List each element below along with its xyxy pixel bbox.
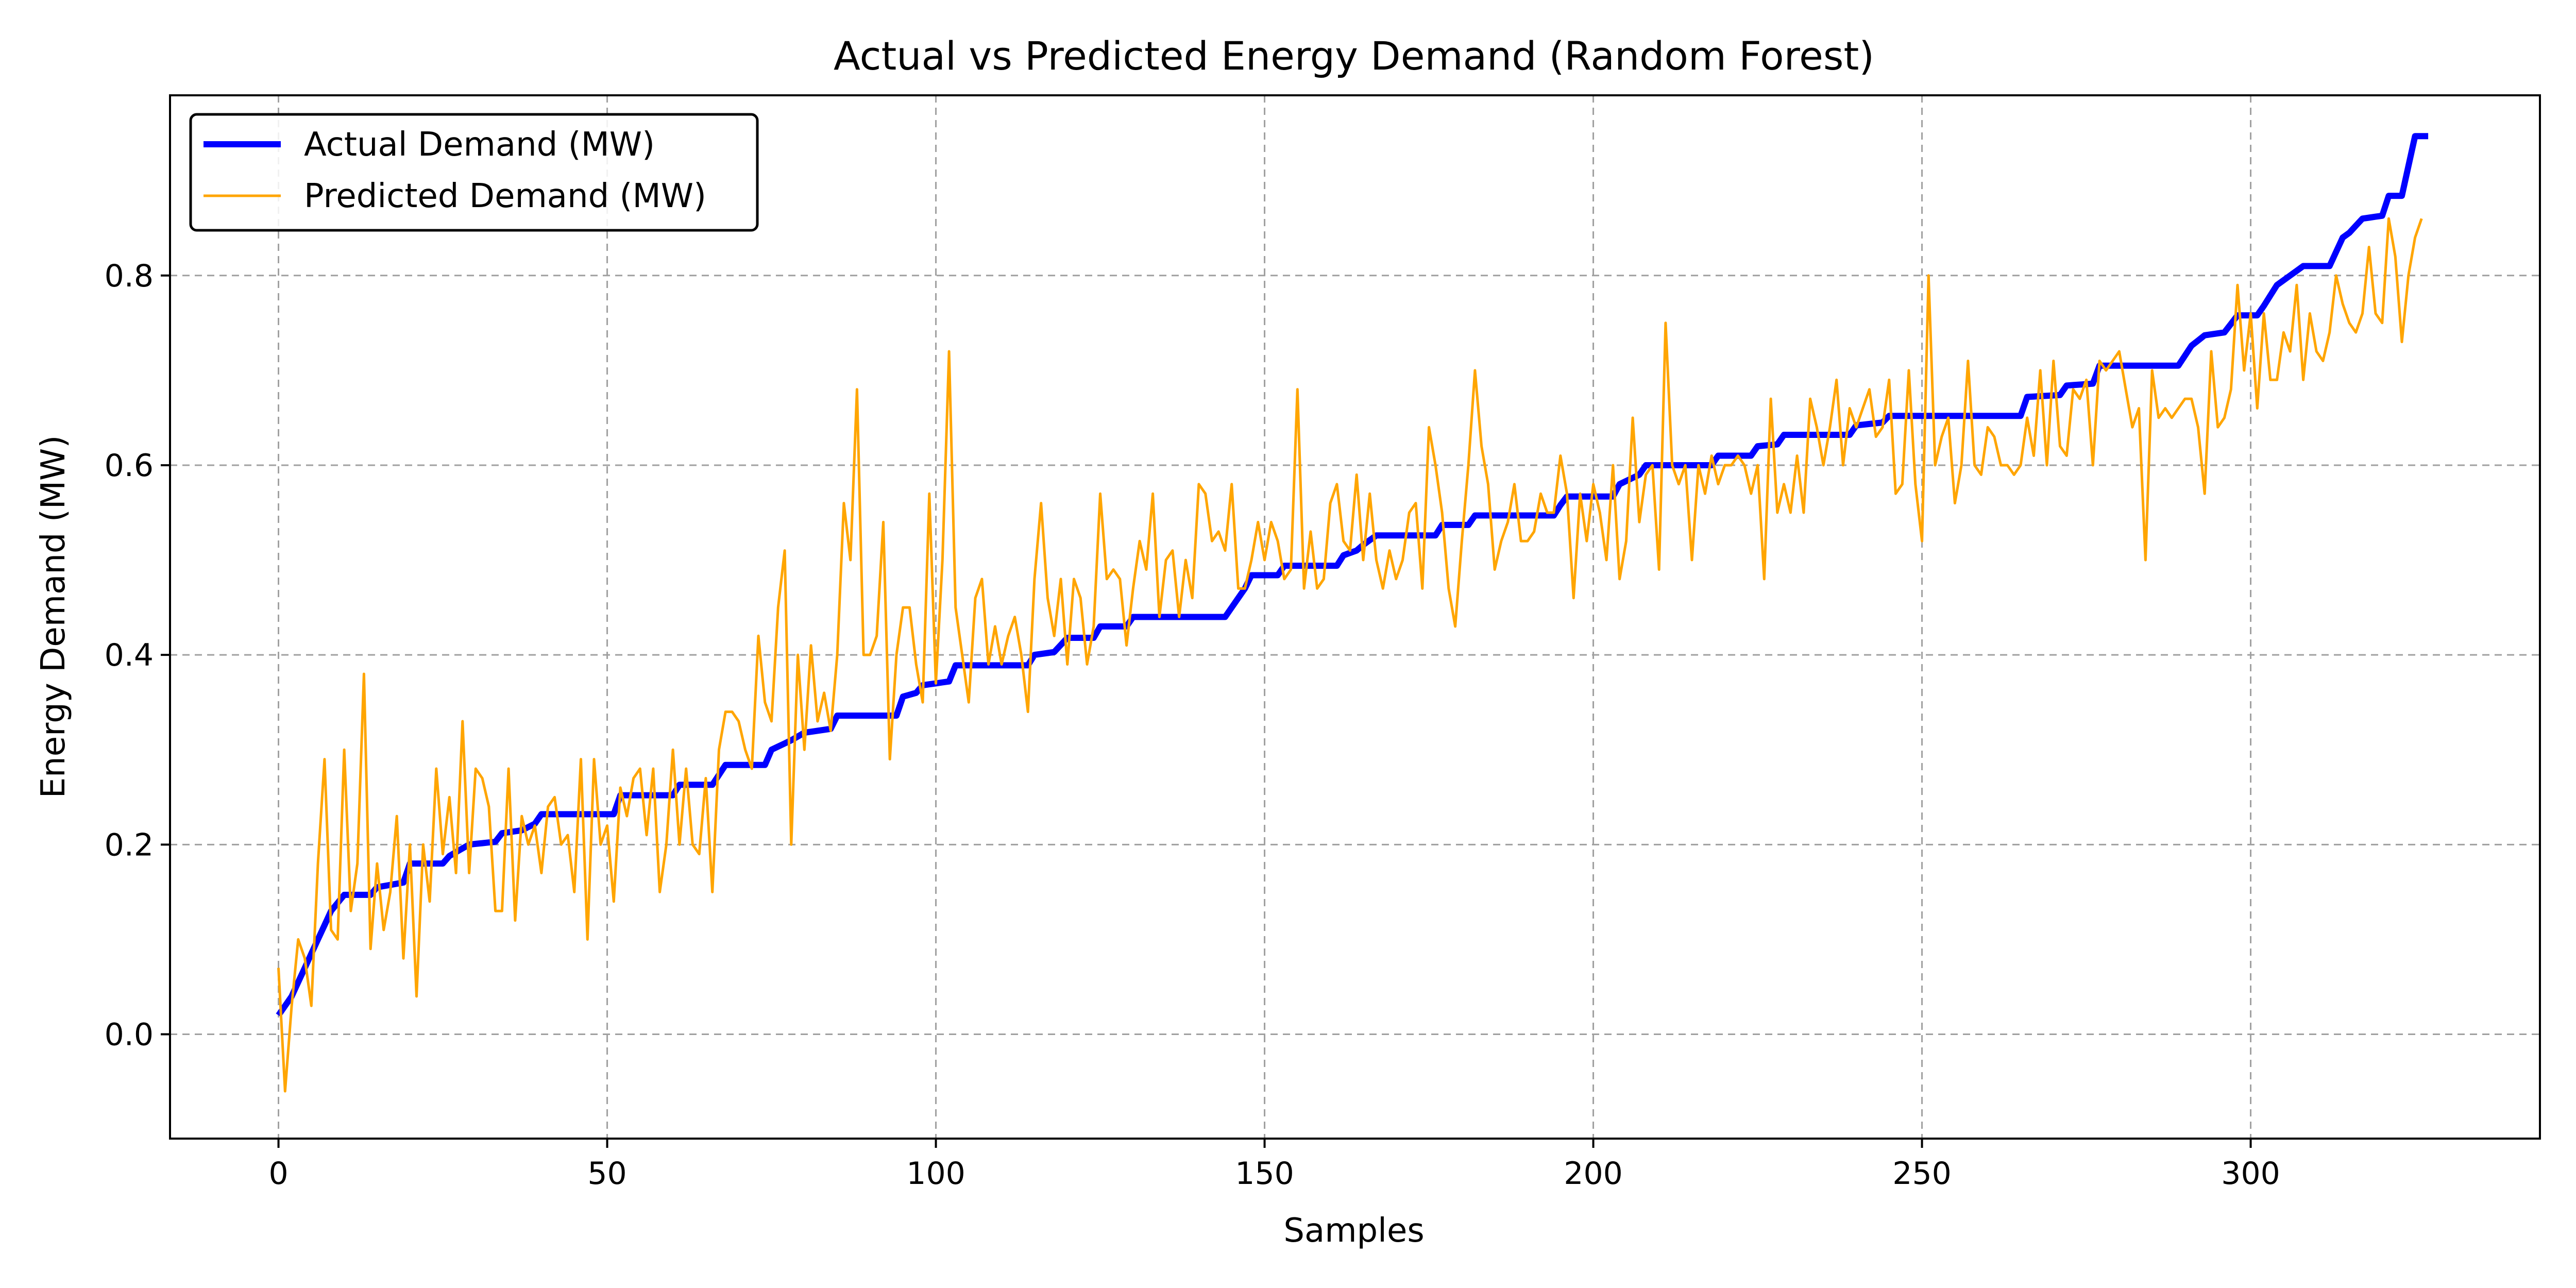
legend-box [189, 113, 759, 232]
y-axis-label: Energy Demand (MW) [35, 435, 73, 799]
x-tick-label: 300 [2221, 1156, 2280, 1192]
grid-lines [170, 95, 2540, 1139]
legend: Actual Demand (MW) Predicted Demand (MW) [189, 113, 759, 232]
y-tick-label: 0.0 [105, 1017, 154, 1053]
series-layer [276, 133, 2429, 1093]
x-tick-label: 100 [906, 1156, 965, 1192]
chart-title: Actual vs Predicted Energy Demand (Rando… [834, 33, 1874, 79]
plot-background [170, 95, 2540, 1139]
legend-label-actual: Actual Demand (MW) [304, 126, 655, 164]
y-axis: 0.0 0.2 0.4 0.6 0.8 [105, 258, 170, 1053]
y-tick-label: 0.2 [105, 827, 154, 863]
x-axis-label: Samples [1283, 1212, 1424, 1250]
x-axis: 0 50 100 150 200 250 300 [268, 1139, 2280, 1192]
x-tick-label: 200 [1564, 1156, 1623, 1192]
x-tick-label: 50 [587, 1156, 626, 1192]
y-tick-label: 0.4 [105, 637, 154, 673]
x-tick-label: 0 [268, 1156, 288, 1192]
y-tick-label: 0.8 [105, 258, 154, 294]
plot-area [170, 95, 2540, 1139]
plot-frame [169, 94, 2541, 1140]
legend-label-predicted: Predicted Demand (MW) [304, 177, 706, 215]
y-tick-label: 0.6 [105, 448, 154, 484]
predicted-demand-line [277, 217, 2423, 1093]
actual-demand-line [276, 133, 2429, 1018]
x-tick-label: 150 [1235, 1156, 1294, 1192]
x-tick-label: 250 [1892, 1156, 1952, 1192]
